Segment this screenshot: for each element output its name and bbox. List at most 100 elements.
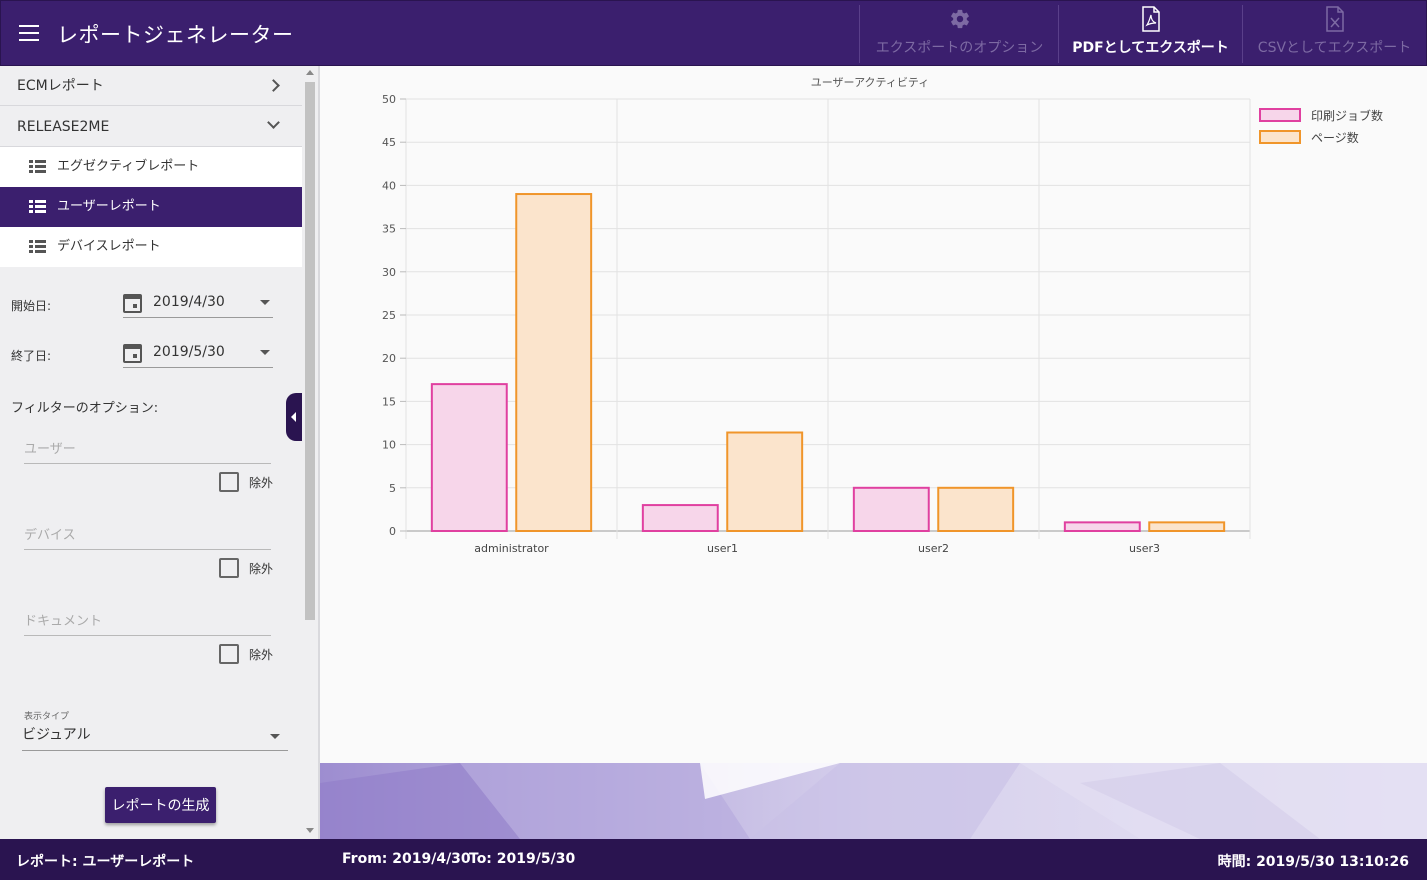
background-decoration (320, 763, 1427, 839)
display-type-label: 表示タイプ (24, 712, 70, 722)
scroll-down-icon[interactable] (306, 828, 314, 833)
legend-label: 印刷ジョブ数 (1311, 108, 1383, 123)
legend-swatch (1259, 108, 1301, 122)
export-options-label: エクスポートのオプション (875, 40, 1044, 56)
sidebar-group-release2me[interactable]: RELEASE2ME (0, 107, 302, 147)
y-tick-label: 40 (382, 179, 396, 192)
filter-options-title: フィルターのオプション: (11, 401, 159, 416)
end-date-picker[interactable]: 2019/5/30 (123, 342, 273, 368)
y-tick-label: 25 (382, 309, 396, 322)
toolbar-divider (859, 5, 860, 63)
sidebar: ECMレポート RELEASE2ME エグゼクティブレポート ユーザーレポート … (0, 66, 320, 839)
sidebar-scrollbar[interactable] (302, 66, 318, 839)
calendar-icon (123, 344, 142, 363)
list-icon (29, 200, 46, 213)
y-tick-label: 0 (389, 525, 396, 538)
document-filter-field[interactable] (24, 610, 271, 636)
y-tick-label: 50 (382, 93, 396, 106)
status-from: From: 2019/4/30 (342, 851, 471, 867)
device-filter-field[interactable] (24, 524, 271, 550)
sidebar-item-executive-report[interactable]: エグゼクティブレポート (0, 147, 302, 187)
sidebar-group-label: ECMレポート (17, 78, 104, 94)
scrollbar-thumb[interactable] (305, 82, 315, 620)
x-tick-label: user1 (707, 542, 738, 555)
list-icon (29, 160, 46, 173)
document-filter-input[interactable] (24, 614, 271, 629)
scroll-up-icon[interactable] (306, 70, 314, 75)
exclude-label: 除外 (249, 562, 274, 576)
display-type-select[interactable]: ビジュアル (22, 724, 288, 751)
legend-label: ページ数 (1311, 130, 1359, 145)
bar (1063, 521, 1141, 532)
end-date-label: 終了日: (11, 349, 52, 363)
bar (937, 486, 1015, 532)
chart-bars (430, 193, 1226, 532)
chevron-down-icon (267, 116, 280, 129)
sidebar-group-ecm[interactable]: ECMレポート (0, 66, 302, 106)
export-csv-label: CSVとしてエクスポート (1257, 40, 1412, 56)
start-date-picker[interactable]: 2019/4/30 (123, 292, 273, 318)
calendar-icon (123, 294, 142, 313)
collapse-sidebar-handle[interactable] (286, 393, 303, 441)
toolbar-divider (1242, 5, 1243, 63)
report-item-label: ユーザーレポート (57, 199, 161, 214)
sidebar-group-label: RELEASE2ME (17, 119, 110, 135)
exclude-user-checkbox[interactable] (219, 472, 239, 492)
bar (641, 504, 719, 532)
main-content: ユーザーアクティビティ 0 5 10 15 20 25 30 35 40 45 50 administ… (320, 66, 1427, 839)
export-pdf-label: PDFとしてエクスポート (1072, 40, 1229, 56)
export-pdf-button[interactable]: PDFとしてエクスポート (1059, 5, 1242, 63)
y-tick-label: 30 (382, 266, 396, 279)
status-report: レポート: ユーザーレポート (16, 854, 195, 870)
device-filter-input[interactable] (24, 528, 271, 543)
x-tick-label: administrator (474, 542, 549, 555)
start-date-value: 2019/4/30 (153, 294, 225, 310)
report-item-label: デバイスレポート (57, 239, 161, 254)
y-tick-label: 35 (382, 223, 396, 236)
list-icon (29, 240, 46, 253)
start-date-label: 開始日: (11, 299, 52, 313)
user-filter-field[interactable] (24, 438, 271, 464)
user-filter-input[interactable] (24, 442, 271, 457)
y-tick-label: 10 (382, 439, 396, 452)
y-tick-label: 5 (389, 482, 396, 495)
chevron-right-icon (267, 79, 280, 92)
generate-report-button[interactable]: レポートの生成 (105, 787, 216, 823)
bar (515, 193, 593, 532)
legend-swatch (1259, 130, 1301, 144)
exclude-label: 除外 (249, 476, 274, 490)
chart-title: ユーザーアクティビティ (811, 76, 929, 89)
dropdown-arrow-icon (260, 300, 270, 305)
excel-file-icon (1325, 5, 1345, 33)
menu-icon[interactable] (19, 25, 39, 41)
export-options-button[interactable]: エクスポートのオプション (860, 5, 1059, 63)
y-tick-label: 45 (382, 136, 396, 149)
toolbar-divider (1058, 5, 1059, 63)
y-tick-label: 20 (382, 352, 396, 365)
y-tick-label: 15 (382, 395, 396, 408)
status-to: To: 2019/5/30 (469, 851, 576, 867)
bar (430, 383, 508, 532)
sidebar-item-device-report[interactable]: デバイスレポート (0, 227, 302, 267)
sidebar-item-user-report[interactable]: ユーザーレポート (0, 187, 302, 227)
exclude-device-checkbox[interactable] (219, 558, 239, 578)
dropdown-arrow-icon (270, 734, 280, 739)
bar (852, 486, 930, 532)
gear-icon (949, 5, 971, 33)
bar (726, 431, 804, 532)
dropdown-arrow-icon (260, 350, 270, 355)
x-tick-label: user2 (918, 542, 949, 555)
report-item-label: エグゼクティブレポート (57, 159, 200, 174)
display-type-value: ビジュアル (22, 727, 91, 743)
bar (1148, 521, 1226, 532)
app-bar: レポートジェネレーター エクスポートのオプション PDFとしてエクスポート CS… (0, 0, 1427, 66)
status-time: 時間: 2019/5/30 13:10:26 (1217, 854, 1409, 870)
export-csv-button[interactable]: CSVとしてエクスポート (1243, 5, 1426, 63)
exclude-document-checkbox[interactable] (219, 644, 239, 664)
end-date-value: 2019/5/30 (153, 344, 225, 360)
app-title: レポートジェネレーター (57, 23, 294, 47)
x-tick-label: user3 (1129, 542, 1160, 555)
pdf-file-icon (1141, 5, 1161, 33)
user-activity-chart: ユーザーアクティビティ 0 5 10 15 20 25 30 35 40 45 50 administ… (382, 76, 1383, 555)
